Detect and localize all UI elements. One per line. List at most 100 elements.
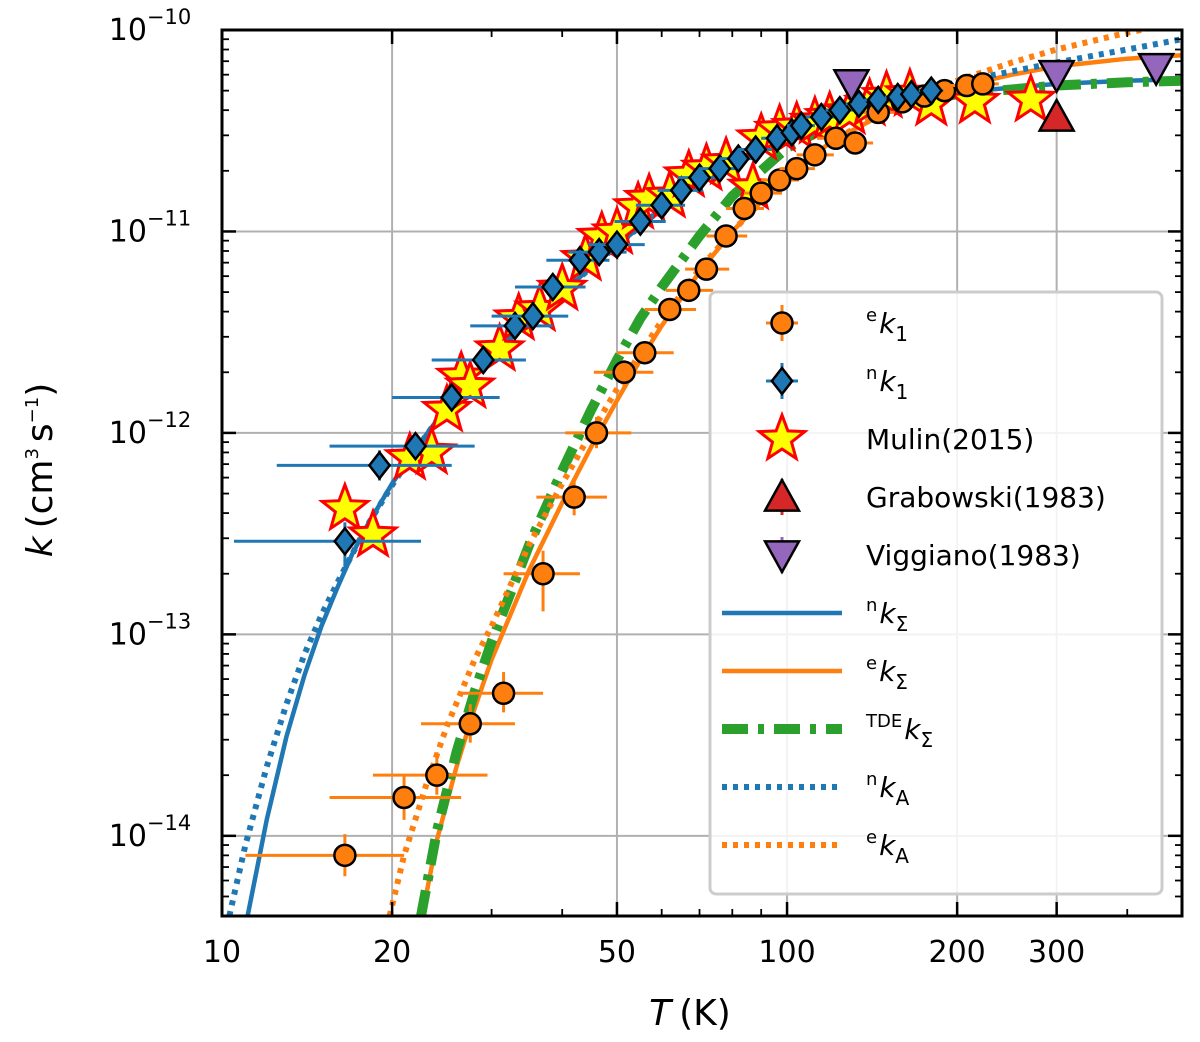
point-ek1 bbox=[694, 257, 719, 281]
legend-entry-nkSigma: nkΣ bbox=[722, 595, 908, 636]
y-axis-unit-open: (cm bbox=[20, 460, 61, 529]
point-ek1 bbox=[491, 681, 516, 706]
legend-entry-ekSigma: ekΣ bbox=[722, 653, 908, 694]
series-nk1 bbox=[233, 75, 944, 570]
legend-label: nk1 bbox=[866, 363, 908, 404]
point-nk1 bbox=[403, 431, 428, 462]
point-ek1 bbox=[824, 126, 848, 151]
y-axis-unit-close: ) bbox=[20, 383, 61, 397]
legend: ek1 nk1 Mulin(2015) Grabowski(1983) Viggiano… bbox=[708, 290, 1164, 896]
y-tick-label: 10−11 bbox=[109, 206, 192, 249]
point-nk1 bbox=[333, 526, 357, 557]
legend-marker bbox=[755, 410, 809, 462]
point-ek1 bbox=[971, 72, 995, 96]
point-Viggiano1983 bbox=[1137, 52, 1176, 88]
legend-entry-nk1: nk1 bbox=[766, 363, 908, 404]
point-nk1 bbox=[726, 143, 751, 174]
legend-box bbox=[708, 290, 1164, 896]
point-nk1 bbox=[687, 162, 712, 193]
point-ek1 bbox=[531, 561, 555, 586]
x-axis-var: T bbox=[649, 993, 674, 1034]
point-nk1 bbox=[707, 153, 732, 184]
point-ek1 bbox=[749, 181, 773, 205]
point-ek1 bbox=[732, 196, 757, 221]
point-nk1 bbox=[471, 345, 496, 376]
point-Viggiano1983 bbox=[1037, 59, 1076, 95]
x-axis-title: T (K) bbox=[649, 993, 731, 1034]
y-axis-var: k bbox=[20, 534, 61, 557]
point-ek1 bbox=[584, 421, 609, 445]
series-Grabowski1983 bbox=[1037, 97, 1076, 132]
legend-entry-ekA: ekA bbox=[722, 827, 909, 868]
x-tick-label: 300 bbox=[1028, 935, 1085, 970]
legend-label: ekA bbox=[866, 827, 909, 868]
point-nk1 bbox=[828, 95, 852, 126]
axis-ticks: 10 20 50 100 200 300 10−14 10−13 10−12 10−11 10−10 bbox=[109, 5, 1182, 970]
point-Grabowski1983 bbox=[1037, 97, 1076, 132]
x-tick-label: 200 bbox=[929, 935, 986, 970]
point-ek1 bbox=[633, 340, 657, 365]
point-nk1 bbox=[367, 450, 392, 481]
legend-entry-Viggiano1983: Viggiano(1983) bbox=[762, 537, 1081, 575]
point-nk1 bbox=[568, 245, 592, 276]
x-tick-label: 20 bbox=[373, 935, 411, 970]
point-nk1 bbox=[649, 190, 674, 221]
point-ek1 bbox=[392, 785, 416, 810]
point-nk1 bbox=[541, 271, 565, 303]
legend-label: Mulin(2015) bbox=[866, 423, 1034, 456]
legend-entry-TDEkSigma: TDEkΣ bbox=[722, 711, 933, 752]
series-Viggiano1983 bbox=[832, 52, 1176, 104]
y-tick-label: 10−14 bbox=[109, 811, 192, 854]
point-nk1 bbox=[439, 382, 464, 413]
point-ek1 bbox=[425, 763, 449, 787]
point-ek1 bbox=[458, 712, 482, 736]
point-Mulin2015 bbox=[345, 507, 400, 559]
legend-entry-Grabowski1983: Grabowski(1983) bbox=[762, 477, 1106, 515]
legend-label: ekΣ bbox=[866, 653, 908, 694]
point-nk1 bbox=[919, 75, 944, 106]
x-axis-unit: (K) bbox=[679, 993, 731, 1034]
x-tick-label: 100 bbox=[758, 935, 815, 970]
x-tick-label: 10 bbox=[203, 935, 241, 970]
legend-marker bbox=[762, 477, 802, 512]
legend-label: nkA bbox=[866, 769, 910, 810]
y-tick-label: 10−13 bbox=[109, 609, 192, 652]
legend-label: ek1 bbox=[866, 305, 908, 346]
point-ek1 bbox=[714, 224, 738, 248]
point-nk1 bbox=[669, 175, 694, 206]
point-nk1 bbox=[743, 134, 768, 165]
y-axis-unit-exp2: −1 bbox=[22, 397, 43, 424]
legend-entry-Mulin2015: Mulin(2015) bbox=[755, 410, 1034, 462]
point-ek1 bbox=[612, 360, 636, 385]
point-nk1 bbox=[899, 79, 924, 110]
point-ek1 bbox=[562, 485, 586, 509]
y-axis-unit-mid: s bbox=[20, 423, 61, 442]
point-ek1 bbox=[803, 143, 827, 167]
data-points bbox=[233, 52, 1176, 877]
legend-label: Viggiano(1983) bbox=[866, 539, 1081, 572]
point-nk1 bbox=[789, 110, 814, 141]
y-tick-label: 10−10 bbox=[109, 5, 192, 48]
legend-label: nkΣ bbox=[866, 595, 908, 636]
point-nk1 bbox=[503, 310, 527, 341]
legend-entry-ek1: ek1 bbox=[766, 305, 908, 346]
legend-entry-nkA: nkA bbox=[722, 769, 910, 810]
point-Mulin2015 bbox=[317, 480, 372, 532]
point-nk1 bbox=[521, 301, 545, 332]
point-Viggiano1983 bbox=[832, 69, 871, 104]
point-ek1 bbox=[784, 156, 809, 181]
plot-frame bbox=[220, 28, 1184, 918]
legend-marker bbox=[770, 365, 794, 397]
curve-ekA bbox=[386, 30, 1156, 916]
point-Mulin2015 bbox=[1003, 71, 1058, 123]
y-tick-label: 10−12 bbox=[109, 408, 192, 451]
point-ek1 bbox=[677, 278, 701, 303]
point-ek1 bbox=[843, 131, 867, 155]
point-ek1 bbox=[333, 843, 357, 868]
series-ek1 bbox=[245, 72, 999, 877]
legend-label: Grabowski(1983) bbox=[866, 481, 1106, 514]
point-nk1 bbox=[628, 206, 653, 237]
x-tick-label: 50 bbox=[598, 935, 636, 970]
legend-marker bbox=[762, 540, 802, 575]
